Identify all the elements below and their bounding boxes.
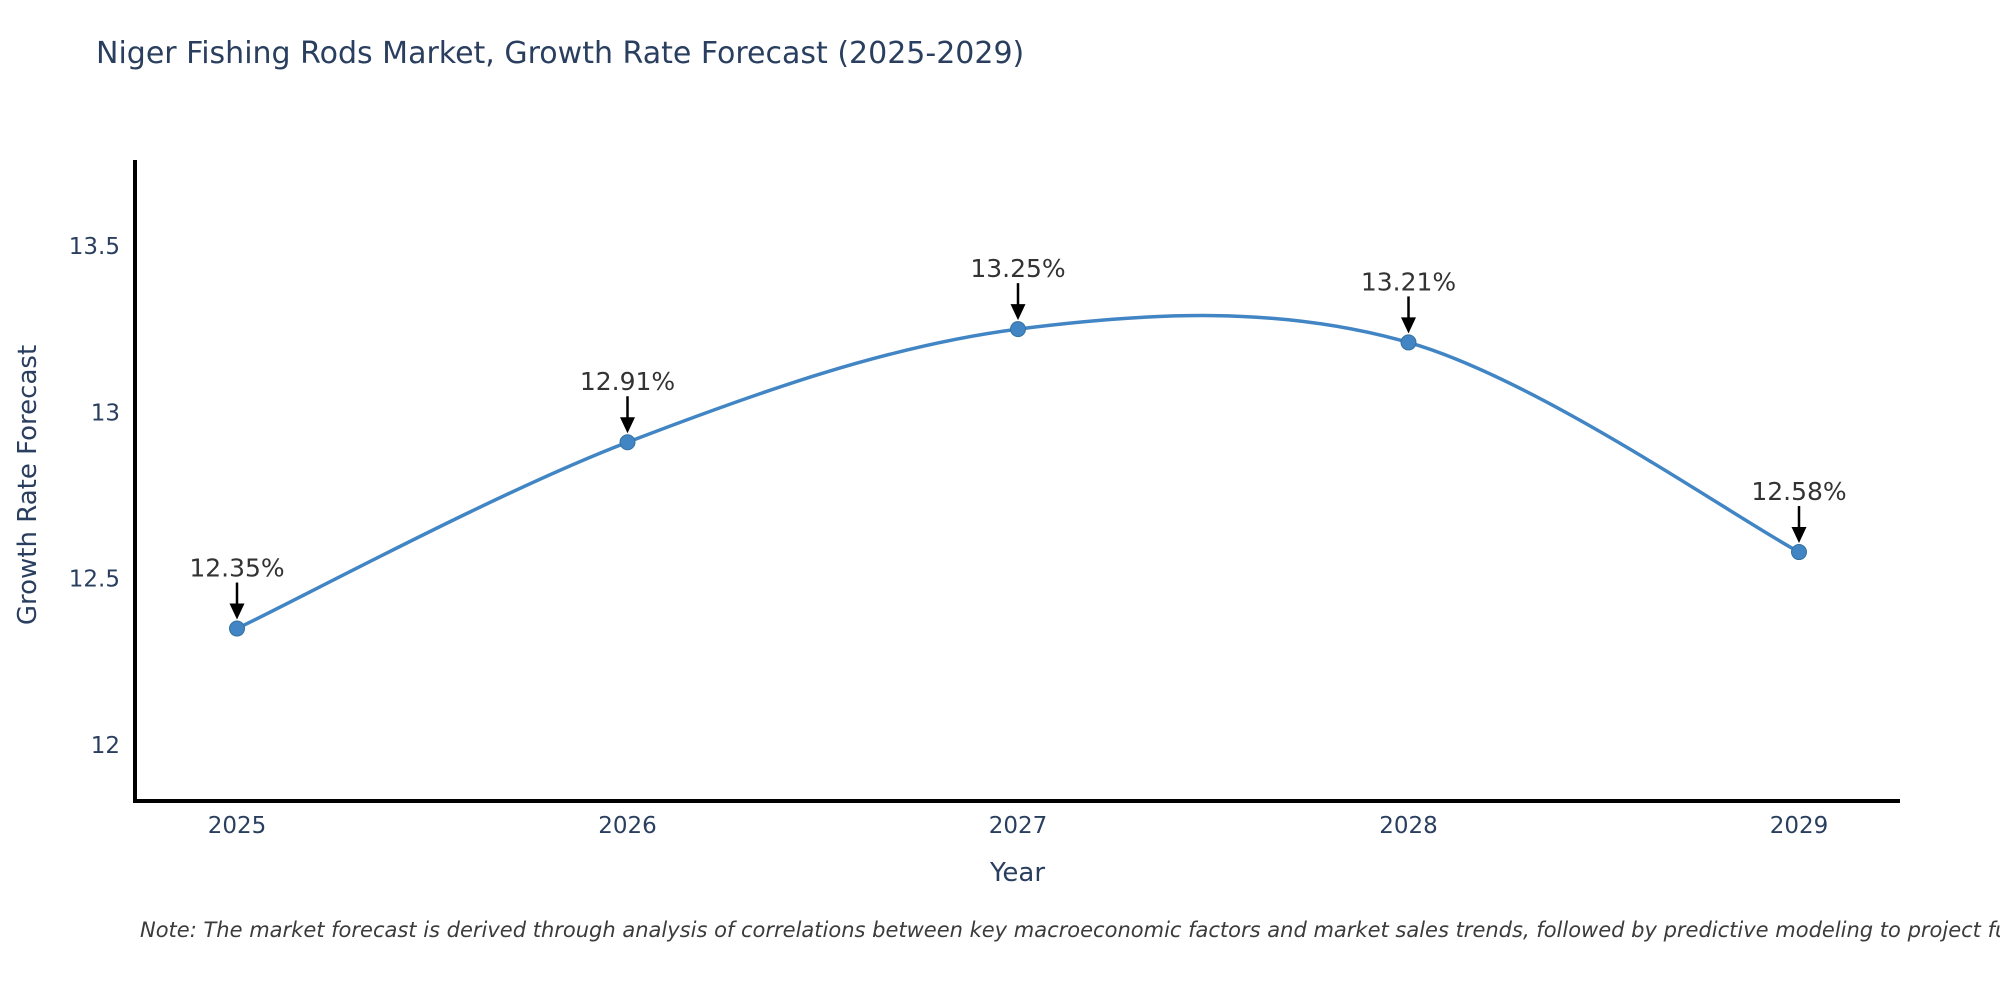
annotation-arrowhead: [620, 417, 635, 434]
annotation-label: 12.58%: [1751, 477, 1846, 506]
y-tick-label: 12.5: [69, 567, 120, 593]
annotation-arrowhead: [1010, 304, 1026, 321]
x-tick-label: 2029: [1770, 813, 1829, 839]
data-point-marker: [229, 620, 245, 637]
series-line: [235, 313, 1801, 631]
x-tick-label: 2028: [1379, 813, 1438, 839]
annotation-label: 13.21%: [1361, 267, 1456, 296]
data-point-marker: [1010, 321, 1026, 338]
axis-lines: [133, 160, 1900, 803]
footnote: Note: The market forecast is derived thr…: [140, 918, 2000, 942]
x-tick-label: 2027: [989, 813, 1048, 839]
annotation-arrowhead: [1401, 317, 1416, 334]
x-tick-label: 2026: [598, 813, 657, 839]
annotation-label: 12.35%: [189, 554, 284, 583]
x-tick-label: 2025: [208, 813, 267, 839]
annotation-label: 12.91%: [580, 367, 675, 396]
data-point-marker: [1400, 334, 1417, 351]
annotation-arrowhead: [229, 603, 245, 620]
data-point-marker: [1791, 544, 1807, 561]
x-axis-title: Year: [989, 858, 1046, 888]
annotation-arrowhead: [1791, 527, 1807, 544]
annotation-label: 13.25%: [970, 254, 1065, 283]
y-tick-label: 13.5: [69, 234, 120, 260]
y-tick-label: 13: [91, 400, 120, 426]
chart-title: Niger Fishing Rods Market, Growth Rate F…: [96, 36, 1025, 71]
y-tick-label: 12: [91, 733, 120, 759]
data-point-marker: [619, 434, 636, 451]
